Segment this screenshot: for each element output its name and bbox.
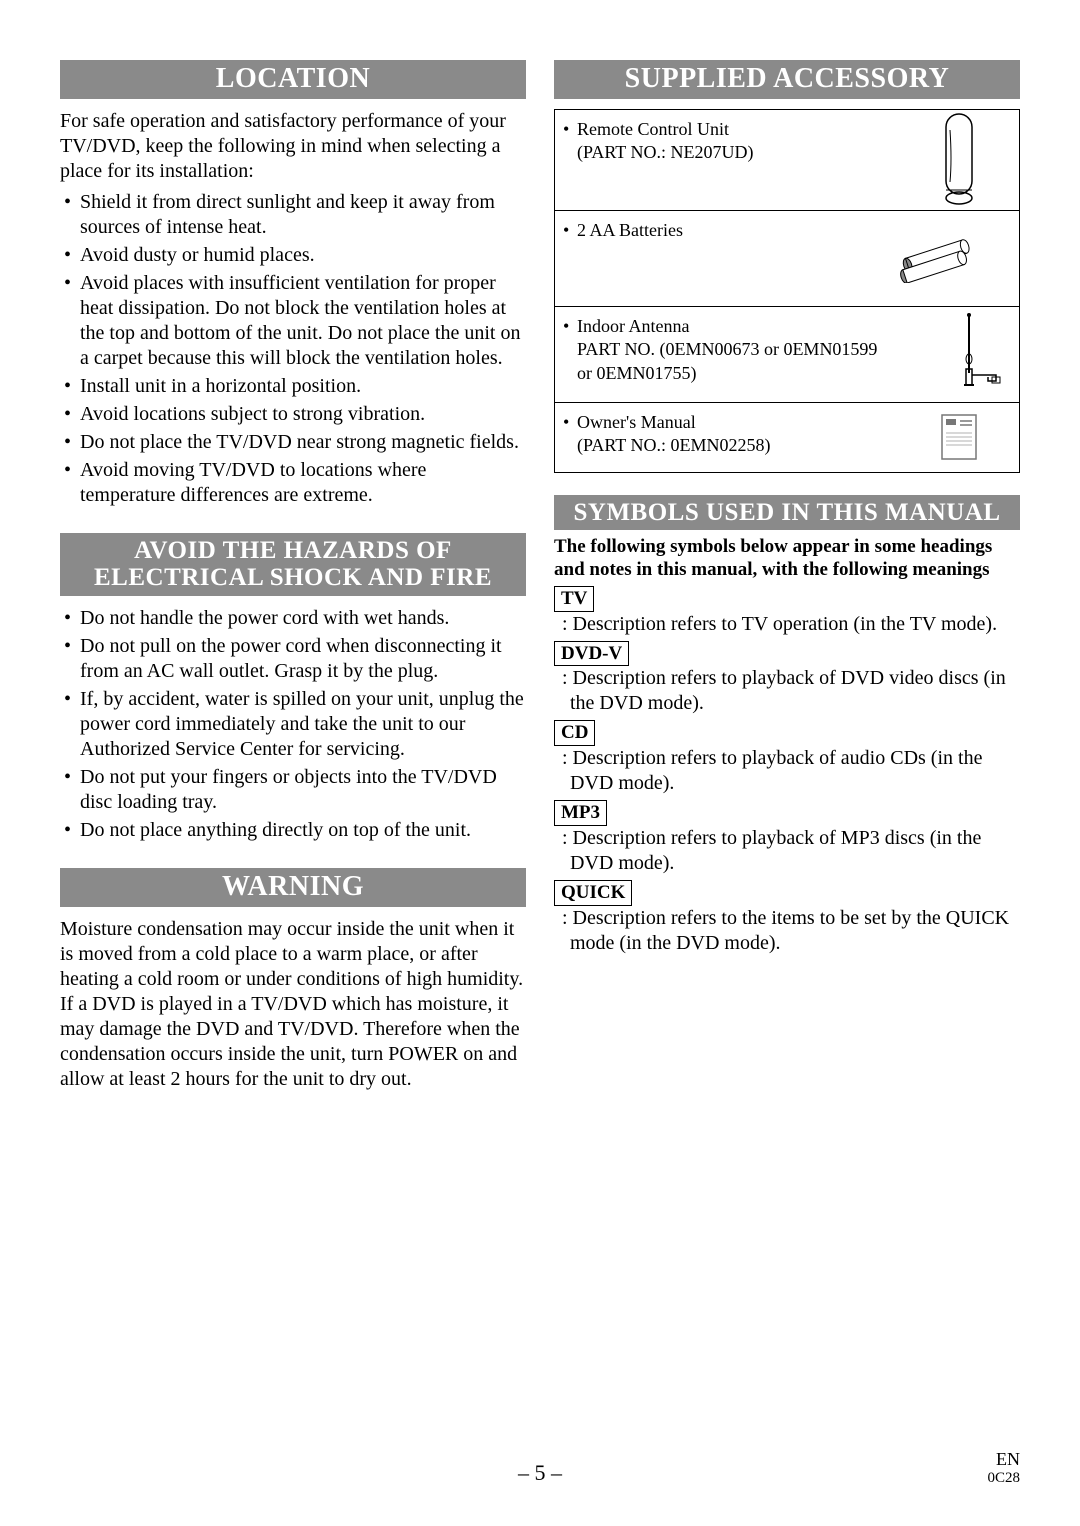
hazards-bullets: Do not handle the power cord with wet ha… — [60, 606, 526, 843]
list-item: Avoid locations subject to strong vibrat… — [60, 402, 526, 427]
accessory-sub: (PART NO.: NE207UD) — [561, 141, 891, 164]
symbol-desc: : Description refers to TV operation (in… — [554, 612, 1020, 637]
manual-icon — [899, 403, 1019, 472]
location-bullets: Shield it from direct sunlight and keep … — [60, 190, 526, 508]
table-row: 2 AA Batteries — [555, 210, 1019, 306]
symbol-desc: : Description refers to the items to be … — [554, 906, 1020, 956]
accessory-name: 2 AA Batteries — [561, 219, 851, 242]
symbol-label: CD — [554, 720, 595, 746]
accessory-table: Remote Control Unit (PART NO.: NE207UD) … — [554, 109, 1020, 473]
table-row: Owner's Manual (PART NO.: 0EMN02258) — [555, 402, 1019, 472]
list-item: Shield it from direct sunlight and keep … — [60, 190, 526, 240]
list-item: Do not place anything directly on top of… — [60, 818, 526, 843]
footer-right: EN 0C28 — [987, 1450, 1020, 1486]
footer-lang: EN — [987, 1450, 1020, 1470]
accessory-name: Indoor Antenna — [561, 315, 891, 338]
accessory-header: SUPPLIED ACCESSORY — [554, 60, 1020, 99]
list-item: If, by accident, water is spilled on you… — [60, 687, 526, 762]
list-item: Do not handle the power cord with wet ha… — [60, 606, 526, 631]
remote-icon — [899, 110, 1019, 210]
symbol-entry: TV : Description refers to TV operation … — [554, 582, 1020, 637]
table-row: Indoor Antenna PART NO. (0EMN00673 or 0E… — [555, 306, 1019, 402]
left-column: LOCATION For safe operation and satisfac… — [60, 60, 526, 1092]
location-intro: For safe operation and satisfactory perf… — [60, 109, 526, 184]
list-item: Avoid dusty or humid places. — [60, 243, 526, 268]
accessory-text: Indoor Antenna PART NO. (0EMN00673 or 0E… — [555, 307, 899, 402]
location-header: LOCATION — [60, 60, 526, 99]
symbol-desc: : Description refers to playback of audi… — [554, 746, 1020, 796]
batteries-icon — [859, 211, 1019, 306]
symbol-entry: MP3 : Description refers to playback of … — [554, 796, 1020, 876]
list-item: Do not place the TV/DVD near strong magn… — [60, 430, 526, 455]
symbol-label: MP3 — [554, 800, 607, 826]
accessory-name: Owner's Manual — [561, 411, 891, 434]
list-item: Install unit in a horizontal position. — [60, 374, 526, 399]
hazards-header: AVOID THE HAZARDS OF ELECTRICAL SHOCK AN… — [60, 533, 526, 596]
symbol-label: TV — [554, 586, 594, 612]
list-item: Do not put your fingers or objects into … — [60, 765, 526, 815]
symbols-intro: The following symbols below appear in so… — [554, 536, 1020, 582]
footer-code: 0C28 — [987, 1470, 1020, 1487]
symbol-desc: : Description refers to playback of DVD … — [554, 666, 1020, 716]
symbol-entry: CD : Description refers to playback of a… — [554, 716, 1020, 796]
accessory-sub: (PART NO.: 0EMN02258) — [561, 434, 891, 457]
accessory-name: Remote Control Unit — [561, 118, 891, 141]
symbol-entry: DVD-V : Description refers to playback o… — [554, 637, 1020, 717]
symbol-desc: : Description refers to playback of MP3 … — [554, 826, 1020, 876]
accessory-text: Owner's Manual (PART NO.: 0EMN02258) — [555, 403, 899, 472]
list-item: Do not pull on the power cord when disco… — [60, 634, 526, 684]
symbol-label: DVD-V — [554, 641, 629, 667]
page-number: – 5 – — [518, 1460, 562, 1486]
symbol-label: QUICK — [554, 880, 632, 906]
warning-header: WARNING — [60, 868, 526, 907]
page-footer: – 5 – EN 0C28 — [0, 1460, 1080, 1486]
right-column: SUPPLIED ACCESSORY Remote Control Unit (… — [554, 60, 1020, 1092]
table-row: Remote Control Unit (PART NO.: NE207UD) — [555, 109, 1019, 210]
warning-text: Moisture condensation may occur inside t… — [60, 917, 526, 1092]
list-item: Avoid places with insufficient ventilati… — [60, 271, 526, 371]
accessory-sub: PART NO. (0EMN00673 or 0EMN01599 or 0EMN… — [561, 338, 891, 385]
symbol-entry: QUICK : Description refers to the items … — [554, 876, 1020, 956]
symbols-header: SYMBOLS USED IN THIS MANUAL — [554, 495, 1020, 531]
list-item: Avoid moving TV/DVD to locations where t… — [60, 458, 526, 508]
accessory-text: 2 AA Batteries — [555, 211, 859, 306]
accessory-text: Remote Control Unit (PART NO.: NE207UD) — [555, 110, 899, 210]
antenna-icon — [899, 307, 1019, 402]
